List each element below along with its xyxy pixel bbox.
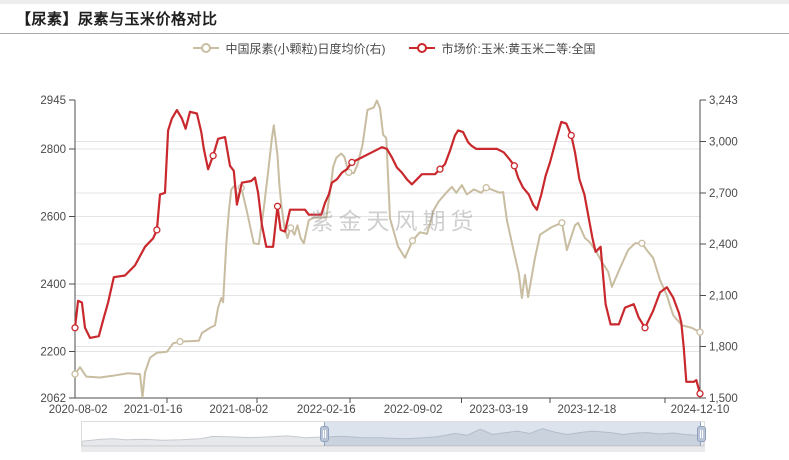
urea-data-marker: [286, 224, 295, 232]
legend-circle: [201, 43, 212, 53]
title-divider: [0, 33, 789, 34]
legend-circle: [417, 43, 428, 53]
y-axis-left-label: 2800: [40, 144, 66, 156]
y-axis-right-label: 2,700: [709, 188, 738, 200]
y-axis-left-label: 2200: [40, 346, 66, 358]
x-axis-label: 2023-03-19: [469, 404, 528, 416]
urea-data-marker: [176, 337, 184, 346]
y-axis-right-label: 2,400: [709, 239, 738, 251]
corn-data-marker: [153, 226, 161, 234]
corn-data-marker: [696, 389, 704, 398]
corn-data-marker: [641, 324, 649, 332]
urea-data-marker: [696, 328, 704, 336]
corn-data-marker: [273, 202, 282, 210]
corn-data-marker: [348, 158, 356, 167]
y-axis-right-label: 2,100: [709, 290, 738, 302]
x-axis-label: 2020-08-02: [49, 404, 108, 416]
legend-label-corn: 市场价:玉米:黄玉米二等:全国: [441, 41, 596, 56]
corn-data-marker: [71, 324, 79, 332]
urea-data-marker: [408, 237, 417, 245]
x-axis-label: 2022-09-02: [384, 404, 443, 416]
legend-label-urea: 中国尿素(小颗粒)日度均价(右): [225, 41, 386, 56]
legend: 中国尿素(小颗粒)日度均价(右) 市场价:玉米:黄玉米二等:全国: [0, 40, 789, 56]
navigator-selected-range[interactable]: [323, 422, 701, 446]
navigator-mini-area: [82, 428, 704, 446]
urea-data-marker: [482, 184, 490, 192]
y-axis-right-label: 1,500: [709, 393, 738, 405]
urea-data-marker: [558, 219, 566, 227]
y-axis-right-label: 1,800: [709, 342, 738, 354]
y-axis-left-label: 2600: [40, 211, 66, 223]
x-axis-label: 2022-02-16: [297, 404, 356, 416]
navigator-scrollbar[interactable]: [81, 447, 705, 452]
x-axis-label: 2021-01-16: [124, 404, 183, 416]
navigator-left-handle[interactable]: [319, 426, 329, 442]
corn-data-marker: [209, 152, 217, 160]
data-zoom-navigator[interactable]: [81, 421, 706, 447]
x-axis-label: 2021-08-02: [209, 404, 268, 416]
y-axis-left-label: 2400: [40, 279, 66, 291]
urea-data-marker: [71, 370, 79, 378]
urea-data-marker: [345, 168, 353, 176]
navigator-mini-chart: [82, 428, 704, 446]
urea-data-marker: [638, 239, 646, 247]
x-axis-label: 2024-12-10: [671, 404, 730, 416]
urea-series-line: [74, 99, 701, 399]
corn-line-marker-icon: [409, 43, 436, 53]
corn-data-marker: [510, 162, 519, 170]
legend-item-corn[interactable]: 市场价:玉米:黄玉米二等:全国: [409, 40, 596, 57]
y-axis-left-label: 2945: [40, 95, 66, 107]
x-axis-label: 2023-12-18: [557, 404, 616, 416]
page-title: 【尿素】尿素与玉米价格对比: [16, 12, 218, 28]
legend-item-urea[interactable]: 中国尿素(小颗粒)日度均价(右): [193, 40, 385, 57]
y-axis-left-label: 2062: [40, 393, 66, 405]
urea-line-marker-icon: [193, 43, 220, 53]
corn-data-marker: [436, 165, 444, 173]
navigator-right-handle[interactable]: [696, 426, 706, 442]
price-comparison-chart: 2945 2800 2600 2400 2200 2062 3,243 3,000 2,700 2…: [40, 95, 738, 416]
top-strip: [0, 0, 789, 4]
y-axis-right-label: 3,000: [709, 137, 738, 149]
corn-series-line: [73, 108, 702, 395]
corn-data-marker: [567, 131, 575, 140]
y-axis-right-label: 3,243: [709, 95, 738, 107]
